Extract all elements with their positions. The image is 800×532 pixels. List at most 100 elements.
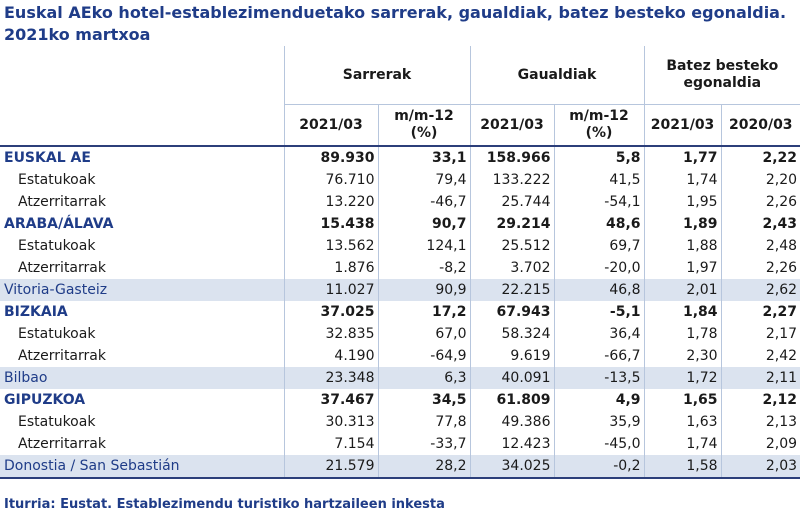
- table-cell: 2,12: [720, 389, 800, 411]
- table-cell: 22.215: [469, 279, 554, 301]
- table-cell: 5,8: [553, 146, 645, 169]
- table-cell: 33,1: [377, 146, 470, 169]
- table-cell: 2,22: [720, 146, 800, 169]
- table-cell: -64,9: [377, 345, 470, 367]
- table-cell: 58.324: [469, 323, 554, 345]
- header-sub-cell: 2021/03: [283, 104, 378, 147]
- table-cell: 46,8: [553, 279, 645, 301]
- header-sub-cell: m/m-12 (%): [553, 104, 645, 147]
- row-label: Vitoria-Gasteiz: [0, 279, 284, 301]
- table-row: Atzerritarrak 7.154 -33,7 12.423 -45,0 1,74 2,…: [0, 433, 800, 455]
- table-cell: 25.744: [469, 191, 554, 213]
- table-row: Atzerritarrak 13.220 -46,7 25.744 -54,1 1,95 2…: [0, 191, 800, 213]
- table-row: Estatukoak 76.710 79,4 133.222 41,5 1,74 2,20: [0, 169, 800, 191]
- table-row: Atzerritarrak 4.190 -64,9 9.619 -66,7 2,30 2,4…: [0, 345, 800, 367]
- table-row: Donostia / San Sebastián 21.579 28,2 34.025…: [0, 455, 800, 479]
- source-note: Iturria: Eustat. Establezimendu turistik…: [4, 497, 445, 512]
- table-cell: 1,78: [643, 323, 722, 345]
- table-cell: 2,48: [720, 235, 800, 257]
- row-label: Estatukoak: [18, 414, 96, 430]
- table-cell: 2,09: [720, 433, 800, 455]
- table-cell: 32.835: [283, 323, 378, 345]
- table-cell: 124,1: [377, 235, 470, 257]
- table-cell: 61.809: [469, 389, 554, 411]
- table-cell: 15.438: [283, 213, 378, 235]
- table-row: BIZKAIA 37.025 17,2 67.943 -5,1 1,84 2,27: [0, 301, 800, 323]
- table-cell: 2,26: [720, 191, 800, 213]
- row-label: Donostia / San Sebastián: [0, 455, 284, 479]
- table-cell: 40.091: [469, 367, 554, 389]
- table-cell: -13,5: [553, 367, 645, 389]
- table-cell: 25.512: [469, 235, 554, 257]
- table-row: EUSKAL AE 89.930 33,1 158.966 5,8 1,77 2,22: [0, 146, 800, 169]
- table-cell: 1,77: [643, 146, 722, 169]
- table-row: Estatukoak 32.835 67,0 58.324 36,4 1,78 2,17: [0, 323, 800, 345]
- table-cell: 67,0: [377, 323, 470, 345]
- table-cell: 1,74: [643, 169, 722, 191]
- table-cell: 3.702: [469, 257, 554, 279]
- header-gaualdiak: Gaualdiak: [469, 46, 645, 105]
- table-cell: 1,95: [643, 191, 722, 213]
- table-cell: 2,42: [720, 345, 800, 367]
- table-cell: 1,63: [643, 411, 722, 433]
- table-cell: -8,2: [377, 257, 470, 279]
- hotel-statistics-table: Sarrerak Gaualdiak Batez besteko egonald…: [0, 46, 800, 479]
- table-cell: 7.154: [283, 433, 378, 455]
- table-cell: 79,4: [377, 169, 470, 191]
- table-cell: 30.313: [283, 411, 378, 433]
- table-row: Estatukoak 13.562 124,1 25.512 69,7 1,88 2,48: [0, 235, 800, 257]
- table-cell: -45,0: [553, 433, 645, 455]
- table-cell: 2,26: [720, 257, 800, 279]
- table-body: EUSKAL AE 89.930 33,1 158.966 5,8 1,77 2,22 Est…: [0, 146, 800, 479]
- header-sub-cell: m/m-12 (%): [377, 104, 470, 147]
- table-cell: 17,2: [377, 301, 470, 323]
- row-label: Estatukoak: [18, 238, 96, 254]
- table-cell: 2,43: [720, 213, 800, 235]
- row-label: BIZKAIA: [4, 304, 68, 320]
- table-cell: 90,9: [377, 279, 470, 301]
- table-cell: 48,6: [553, 213, 645, 235]
- header-sub-cell: 2021/03: [469, 104, 554, 147]
- table-cell: 49.386: [469, 411, 554, 433]
- header-egonaldia: Batez besteko egonaldia: [643, 46, 800, 105]
- table-cell: 4,9: [553, 389, 645, 411]
- header-empty-cell: [0, 46, 284, 105]
- table-cell: 1,89: [643, 213, 722, 235]
- table-row: Vitoria-Gasteiz 11.027 90,9 22.215 46,8 2,01 2…: [0, 279, 800, 301]
- table-cell: 67.943: [469, 301, 554, 323]
- table-cell: 29.214: [469, 213, 554, 235]
- table-cell: 2,13: [720, 411, 800, 433]
- table-cell: 1,97: [643, 257, 722, 279]
- table-cell: 34,5: [377, 389, 470, 411]
- row-label: Bilbao: [0, 367, 284, 389]
- header-sub-row: 2021/03 m/m-12 (%) 2021/03 m/m-12 (%) 20…: [0, 104, 800, 147]
- table-cell: 34.025: [469, 455, 554, 479]
- row-label: Estatukoak: [18, 172, 96, 188]
- table-cell: 41,5: [553, 169, 645, 191]
- row-label: ARABA/ÁLAVA: [4, 216, 114, 232]
- header-group-row: Sarrerak Gaualdiak Batez besteko egonald…: [0, 46, 800, 105]
- header-empty-cell: [0, 104, 284, 147]
- table-cell: 13.562: [283, 235, 378, 257]
- table-cell: 12.423: [469, 433, 554, 455]
- table-cell: -5,1: [553, 301, 645, 323]
- table-cell: 37.467: [283, 389, 378, 411]
- table-cell: 1.876: [283, 257, 378, 279]
- table-cell: -0,2: [553, 455, 645, 479]
- table-cell: 2,01: [643, 279, 722, 301]
- table-cell: 69,7: [553, 235, 645, 257]
- table-cell: 1,88: [643, 235, 722, 257]
- table-cell: 36,4: [553, 323, 645, 345]
- table-cell: 23.348: [283, 367, 378, 389]
- row-label: EUSKAL AE: [4, 150, 91, 166]
- table-cell: 1,72: [643, 367, 722, 389]
- table-cell: -66,7: [553, 345, 645, 367]
- table-row: Bilbao 23.348 6,3 40.091 -13,5 1,72 2,11: [0, 367, 800, 389]
- header-sarrerak: Sarrerak: [283, 46, 470, 105]
- header-sub-cell: 2020/03: [720, 104, 800, 147]
- table-cell: 11.027: [283, 279, 378, 301]
- table-cell: 4.190: [283, 345, 378, 367]
- table-cell: 2,27: [720, 301, 800, 323]
- table-row: ARABA/ÁLAVA 15.438 90,7 29.214 48,6 1,89 2,43: [0, 213, 800, 235]
- table-cell: 21.579: [283, 455, 378, 479]
